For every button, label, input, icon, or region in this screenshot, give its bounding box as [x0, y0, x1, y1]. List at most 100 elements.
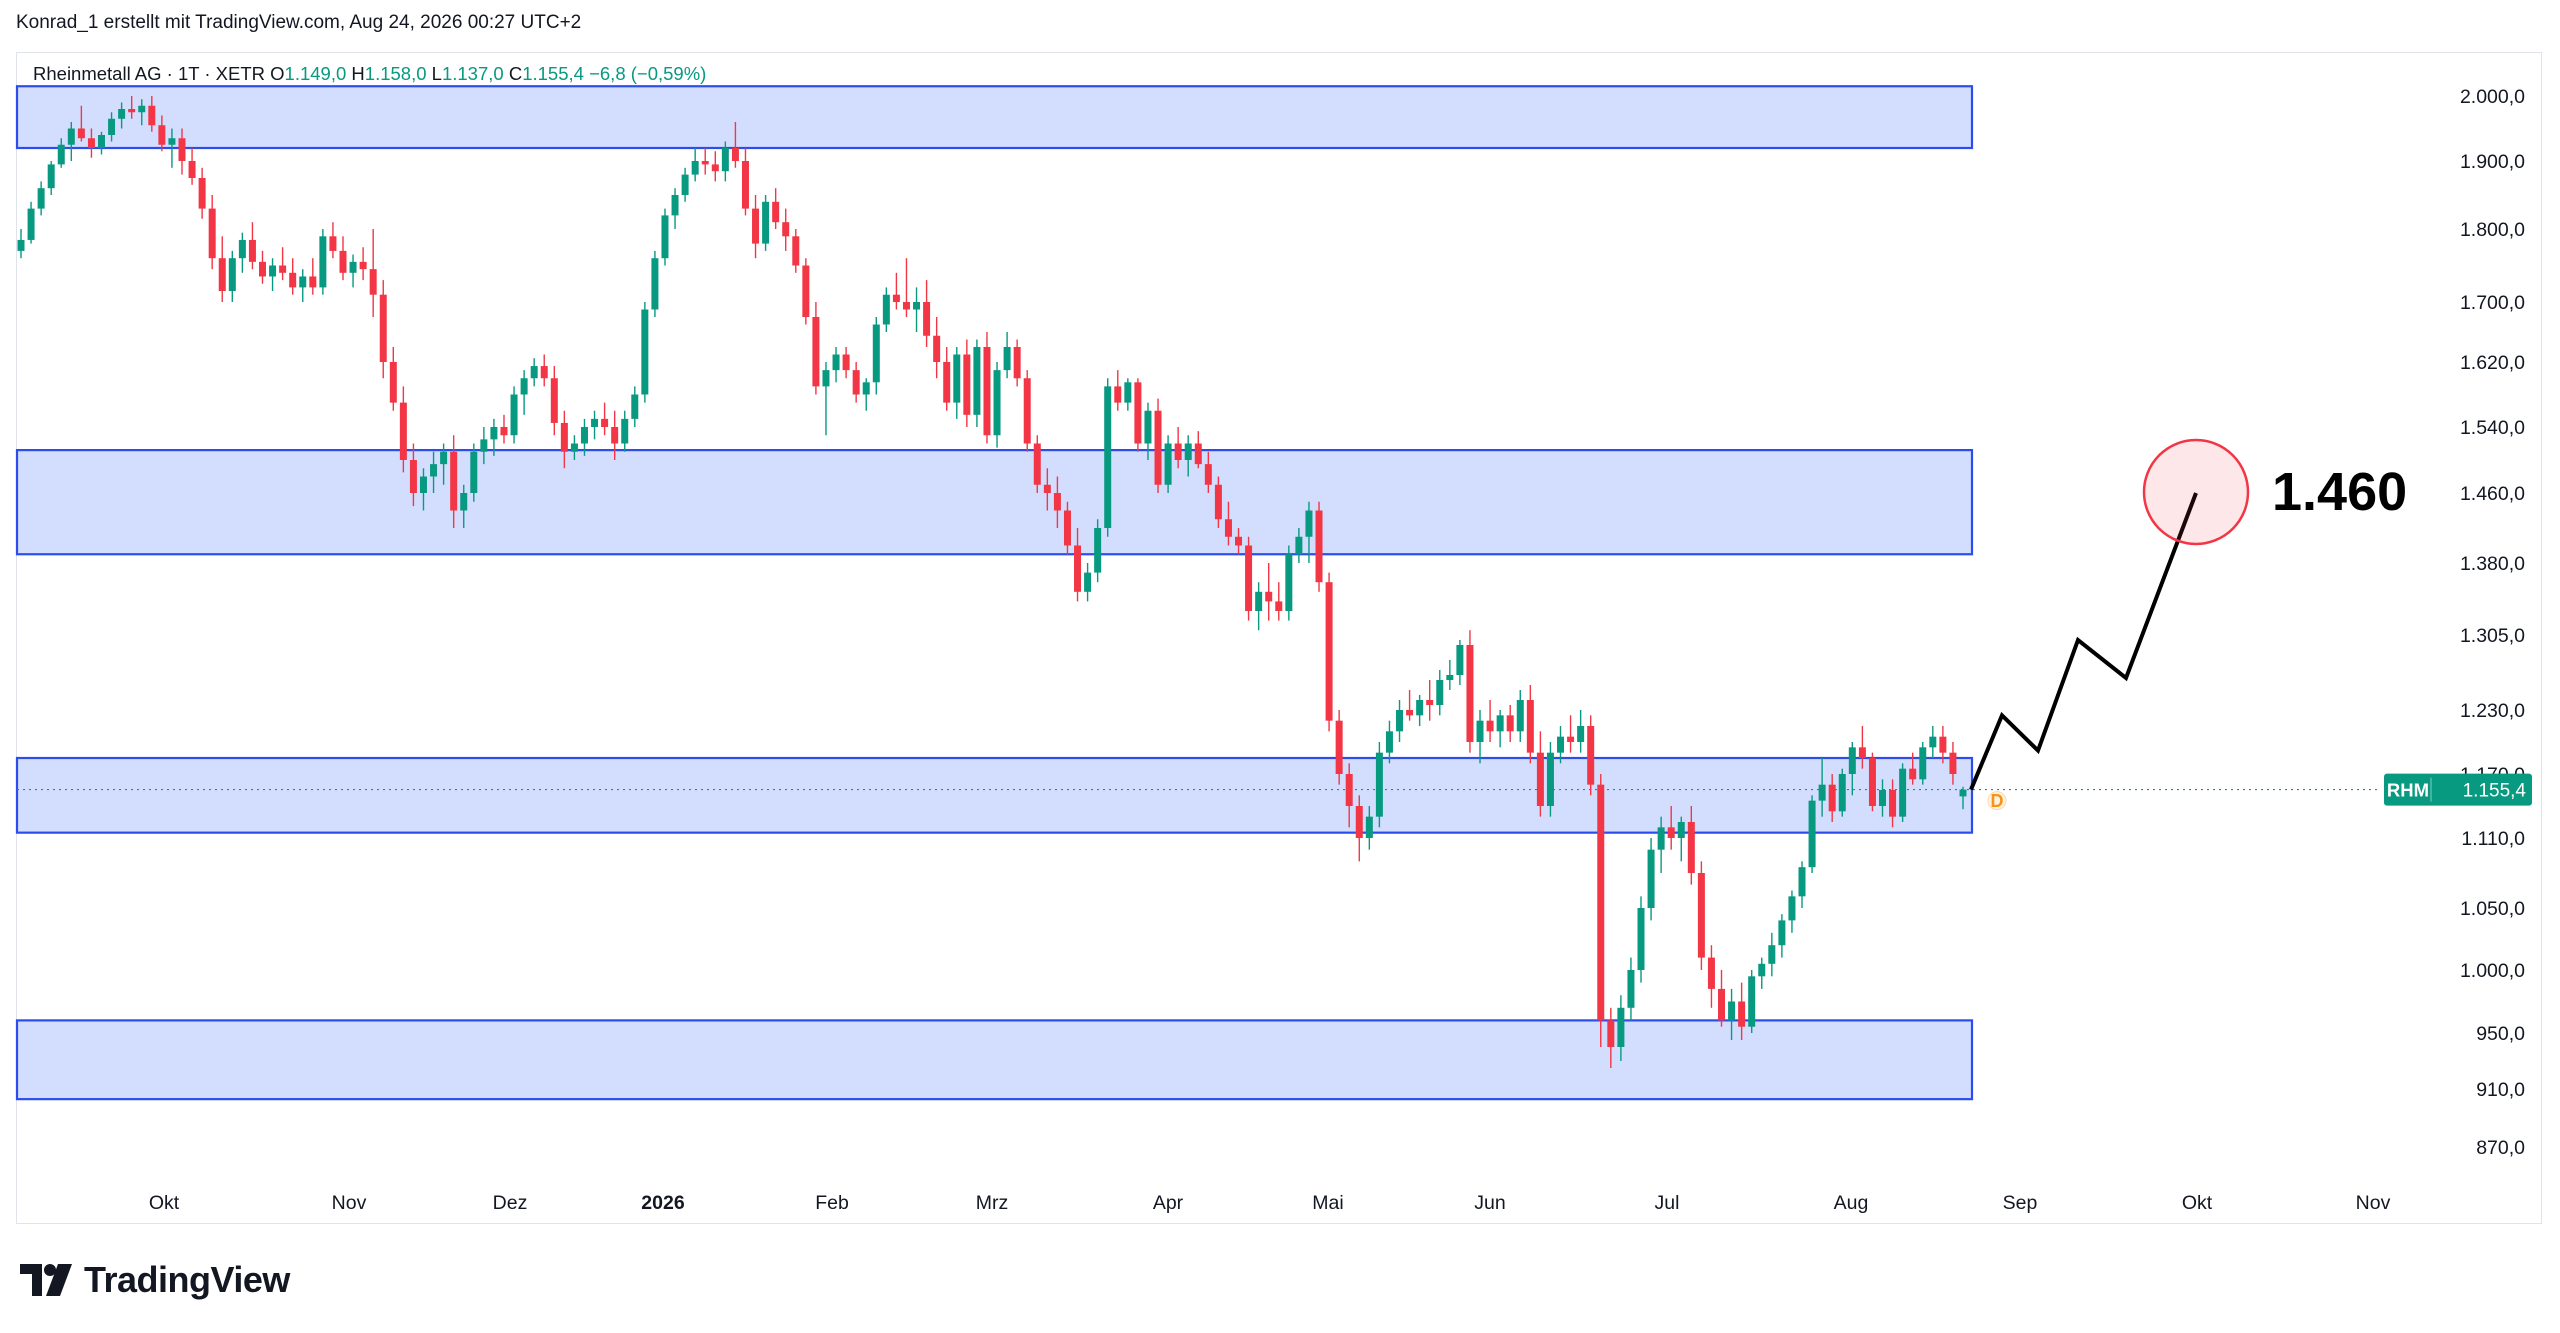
- candle: [570, 435, 578, 460]
- candle: [1476, 710, 1484, 764]
- candle: [1627, 957, 1635, 1021]
- candle: [1868, 752, 1876, 812]
- candle: [1396, 700, 1404, 742]
- x-tick-label: Okt: [149, 1192, 180, 1214]
- candle: [1848, 742, 1856, 796]
- candle: [601, 402, 609, 436]
- candle: [1617, 995, 1625, 1061]
- projection-path: 1.460: [1969, 438, 2407, 791]
- current-price-label: RHM 1.155,4: [2384, 773, 2532, 806]
- y-tick-label: 1.800,0: [2460, 219, 2525, 241]
- candle: [591, 410, 599, 440]
- dividend-marker-bg[interactable]: [1987, 791, 2007, 811]
- candle: [540, 354, 548, 387]
- y-tick-label: 1.110,0: [2461, 828, 2525, 850]
- candle: [1788, 890, 1796, 933]
- support-resistance-zones: [15, 85, 1974, 1101]
- candle: [67, 122, 75, 161]
- candle: [299, 269, 307, 302]
- candle: [419, 468, 427, 511]
- candle: [1546, 742, 1554, 817]
- candle: [862, 378, 870, 411]
- candle: [741, 148, 749, 216]
- candle: [97, 131, 105, 155]
- candle: [1104, 378, 1112, 537]
- projection-line[interactable]: [1969, 492, 2198, 791]
- candle: [369, 229, 377, 317]
- x-tick-label: Nov: [2356, 1192, 2391, 1214]
- target-label: 1.460: [2272, 462, 2407, 522]
- x-tick-label: Dez: [493, 1192, 528, 1214]
- candle: [218, 236, 226, 302]
- candle: [248, 222, 256, 270]
- zone-2[interactable]: [15, 449, 1974, 556]
- candle: [309, 258, 317, 295]
- candle: [1436, 670, 1444, 716]
- candle: [1949, 742, 1957, 785]
- candle: [1768, 932, 1776, 977]
- candle: [1446, 660, 1454, 690]
- zone-1[interactable]: [15, 85, 1974, 150]
- candle: [1557, 726, 1565, 764]
- candle: [752, 195, 760, 259]
- candle: [77, 105, 85, 142]
- candle: [1607, 1007, 1615, 1068]
- price-axis: 2.000,0 1.900,0 1.800,0 1.700,0 1.620,0 1.540…: [2460, 86, 2525, 1159]
- candle: [691, 148, 699, 182]
- tradingview-brand[interactable]: TradingView: [20, 1258, 290, 1302]
- candle: [923, 280, 931, 347]
- candle: [1838, 768, 1846, 817]
- candle: [872, 317, 880, 395]
- y-tick-label: 1.900,0: [2460, 151, 2525, 173]
- candle: [1929, 726, 1937, 758]
- high-label: H: [351, 63, 365, 84]
- chart-frame[interactable]: [16, 52, 2542, 1224]
- x-tick-label: Sep: [2003, 1192, 2038, 1214]
- candle: [17, 229, 25, 259]
- candle: [158, 115, 166, 152]
- candle: [1526, 685, 1534, 764]
- candle: [1023, 370, 1031, 452]
- candle: [258, 250, 266, 284]
- x-tick-label: Nov: [332, 1192, 367, 1214]
- candle: [1406, 690, 1414, 721]
- candle: [1255, 582, 1263, 631]
- candle: [1697, 861, 1705, 970]
- y-tick-label: 1.460,0: [2460, 483, 2525, 505]
- y-tick-label: 1.000,0: [2460, 960, 2525, 982]
- candle: [37, 181, 45, 216]
- candle: [1124, 378, 1132, 411]
- candle: [782, 208, 790, 251]
- y-tick-label: 1.050,0: [2460, 898, 2525, 920]
- candle: [892, 272, 900, 310]
- candle: [198, 167, 206, 219]
- candle: [731, 122, 739, 168]
- candle: [128, 96, 136, 119]
- candle: [1385, 720, 1393, 764]
- candle: [1053, 476, 1061, 528]
- y-tick-label: 910,0: [2476, 1079, 2525, 1101]
- dividend-marker[interactable]: D: [1991, 791, 2004, 811]
- candle: [1013, 339, 1021, 387]
- y-tick-label: 950,0: [2476, 1023, 2525, 1045]
- candle: [329, 222, 337, 259]
- candle: [1889, 779, 1897, 828]
- candle: [1707, 945, 1715, 1008]
- candle: [1144, 402, 1152, 460]
- candle: [339, 236, 347, 281]
- candle: [1456, 640, 1464, 685]
- candle: [118, 102, 126, 129]
- symbol-label: Rheinmetall AG · 1T · XETR: [33, 63, 266, 84]
- candle: [1154, 398, 1162, 493]
- candle: [792, 229, 800, 273]
- zone-4[interactable]: [15, 1019, 1974, 1101]
- x-tick-label: Mai: [1312, 1192, 1343, 1214]
- target-circle[interactable]: [2142, 438, 2250, 546]
- candle: [973, 339, 981, 427]
- zone-3[interactable]: [15, 756, 1974, 834]
- candle: [1567, 715, 1575, 753]
- candle: [238, 232, 246, 273]
- candle: [1214, 476, 1222, 528]
- close-label: C: [508, 63, 523, 84]
